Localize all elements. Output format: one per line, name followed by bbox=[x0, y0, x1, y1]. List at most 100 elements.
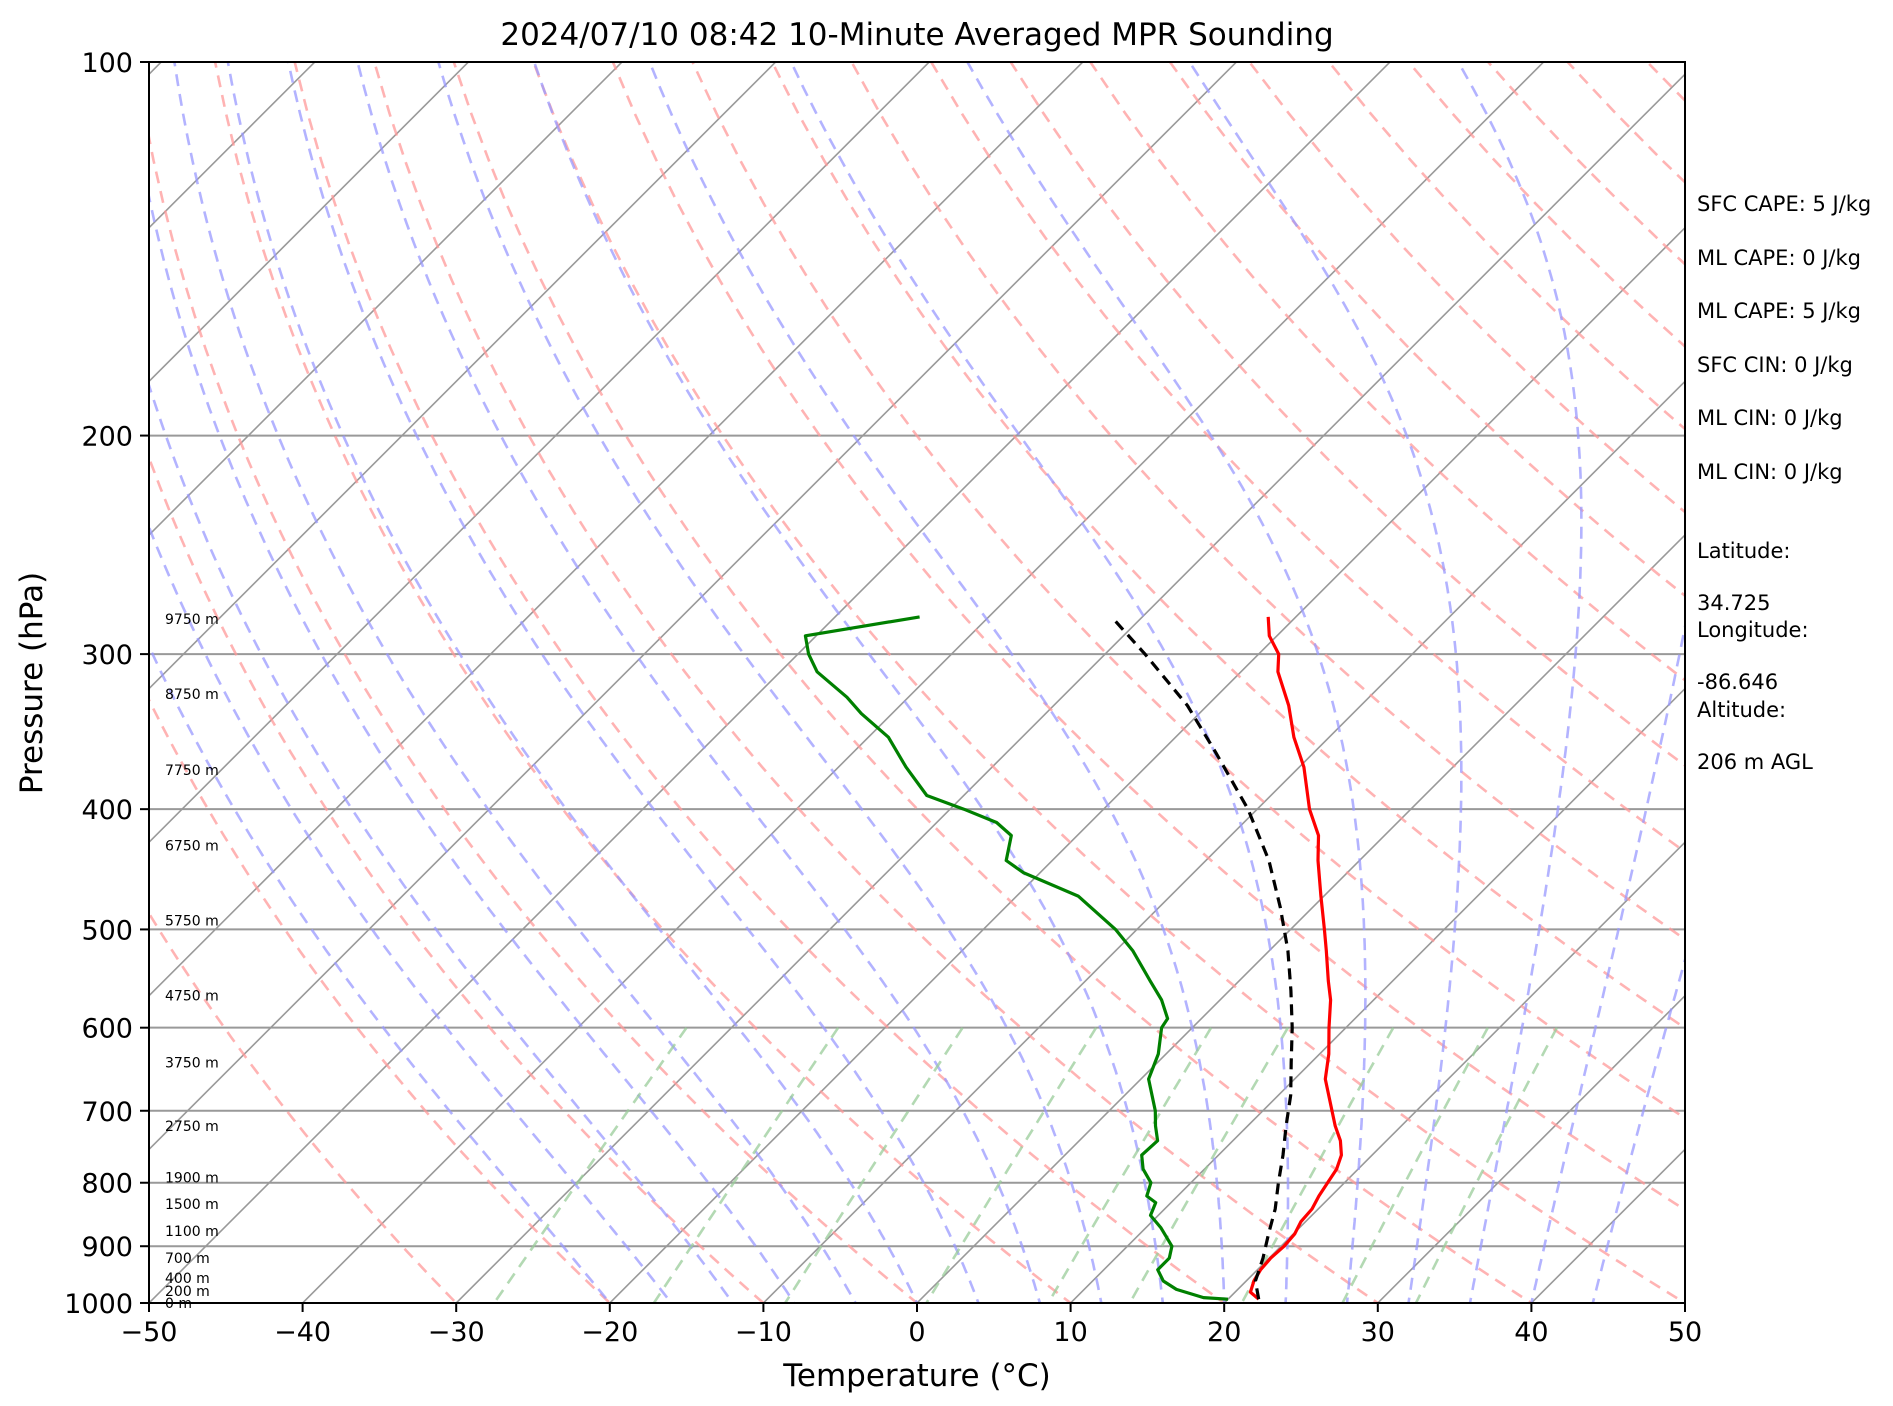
plot-frame bbox=[148, 61, 1686, 1304]
mixing-ratio-line bbox=[1414, 1027, 1559, 1303]
height-label: 5750 m bbox=[165, 914, 219, 930]
x-tick-label: −40 bbox=[274, 1317, 331, 1348]
x-tick-label: −30 bbox=[428, 1317, 485, 1348]
height-label: 200 m bbox=[165, 1284, 210, 1300]
altitude-block: Altitude: 206 m AGL bbox=[1697, 671, 1813, 801]
dry-adiabat-line bbox=[293, 62, 1227, 1303]
x-tick-label: −50 bbox=[121, 1317, 178, 1348]
isotherm-line bbox=[1376, 994, 1685, 1303]
height-label: 4750 m bbox=[165, 988, 219, 1004]
moist-adiabat-line bbox=[648, 62, 1226, 1303]
height-label: 7750 m bbox=[165, 763, 219, 779]
dry-adiabat-line bbox=[770, 62, 1685, 1030]
dewpoint-profile bbox=[803, 615, 1229, 1301]
stat-ml-cin-2: ML CIN: 0 J/kg bbox=[1697, 460, 1843, 484]
x-tick-label: 50 bbox=[1668, 1317, 1702, 1348]
parcel-profile bbox=[1110, 615, 1294, 1300]
moist-adiabat-line bbox=[966, 62, 1367, 1303]
mixing-ratio-line bbox=[652, 1026, 840, 1303]
moist-adiabat-line bbox=[149, 381, 735, 1303]
dry-adiabat-line bbox=[611, 62, 1685, 1212]
y-tick-label: 300 bbox=[81, 640, 133, 671]
y-tick-label: 1000 bbox=[64, 1289, 133, 1320]
mixing-ratio-line bbox=[784, 1026, 964, 1303]
dry-adiabat-line bbox=[373, 62, 1381, 1303]
moist-adiabat-line bbox=[532, 62, 1165, 1303]
longitude-label: Longitude: bbox=[1697, 618, 1809, 642]
moist-adiabat-line bbox=[173, 62, 858, 1303]
dry-adiabat-line bbox=[691, 62, 1685, 1120]
stat-ml-cape-2: ML CAPE: 5 J/kg bbox=[1697, 299, 1862, 323]
y-axis-label: Pressure (hPa) bbox=[14, 572, 50, 794]
moist-adiabat-line bbox=[356, 62, 1042, 1303]
isotherm-line bbox=[149, 62, 316, 229]
y-tick-label: 500 bbox=[81, 915, 133, 946]
isotherm-line bbox=[608, 226, 1685, 1303]
moist-adiabat-line bbox=[1530, 620, 1685, 1303]
mixing-ratio-line bbox=[925, 1027, 1098, 1303]
height-label: 700 m bbox=[165, 1251, 210, 1267]
mixing-ratio-line bbox=[1240, 1027, 1395, 1303]
isotherm-line bbox=[455, 73, 1685, 1303]
longitude-value: -86.646 bbox=[1697, 670, 1779, 694]
y-tick-label: 800 bbox=[81, 1169, 133, 1200]
isotherm-line bbox=[149, 62, 1238, 1151]
altitude-label: Altitude: bbox=[1697, 698, 1787, 722]
chart-title: 2024/07/10 08:42 10-Minute Averaged MPR … bbox=[500, 17, 1333, 53]
isotherm-line bbox=[301, 62, 1545, 1303]
moist-adiabat-line bbox=[1457, 62, 1583, 1303]
x-tick-label: 20 bbox=[1207, 1317, 1241, 1348]
height-label: 1100 m bbox=[165, 1224, 219, 1240]
mixing-ratio-line bbox=[1341, 1027, 1489, 1303]
stat-sfc-cin: SFC CIN: 0 J/kg bbox=[1697, 353, 1853, 377]
isotherm-line bbox=[149, 62, 1392, 1303]
isotherm-line bbox=[149, 62, 931, 844]
dry-adiabat-line bbox=[149, 453, 766, 1303]
height-label: 2750 m bbox=[165, 1119, 219, 1135]
height-label: 3750 m bbox=[165, 1055, 219, 1071]
stat-ml-cin: ML CIN: 0 J/kg bbox=[1697, 406, 1843, 430]
moist-adiabat-line bbox=[437, 62, 1103, 1303]
x-axis-label: Temperature (°C) bbox=[782, 1358, 1051, 1394]
dry-adiabat-line bbox=[149, 130, 920, 1303]
height-label: 9750 m bbox=[165, 612, 219, 628]
y-tick-label: 700 bbox=[81, 1097, 133, 1128]
longitude-block: Longitude: -86.646 bbox=[1697, 591, 1809, 721]
dry-adiabat-line bbox=[1886, 62, 1893, 1329]
moist-adiabat-line bbox=[226, 62, 919, 1303]
stat-ml-cape: ML CAPE: 0 J/kg bbox=[1697, 246, 1862, 270]
isotherm-line bbox=[149, 62, 470, 383]
height-label: 1500 m bbox=[165, 1197, 219, 1213]
isotherm-line bbox=[915, 533, 1685, 1303]
y-tick-label: 400 bbox=[81, 795, 133, 826]
height-label: 400 m bbox=[165, 1271, 210, 1287]
height-label: 8750 m bbox=[165, 687, 219, 703]
moist-adiabat-line bbox=[1188, 62, 1463, 1303]
temperature-profile bbox=[1248, 616, 1343, 1301]
mixing-ratio-line bbox=[1047, 1027, 1213, 1303]
dry-adiabat-line bbox=[149, 910, 459, 1303]
stat-sfc-cape: SFC CAPE: 5 J/kg bbox=[1697, 192, 1872, 216]
isotherm-line bbox=[149, 62, 1084, 997]
x-tick-label: 30 bbox=[1361, 1317, 1395, 1348]
dry-adiabat-line bbox=[532, 62, 1685, 1303]
dry-adiabat-line bbox=[149, 697, 612, 1303]
latitude-block: Latitude: 34.725 bbox=[1697, 512, 1791, 642]
y-tick-label: 100 bbox=[81, 48, 133, 79]
moist-adiabat-line bbox=[287, 62, 980, 1303]
y-tick-label: 900 bbox=[81, 1232, 133, 1263]
dry-adiabat-line bbox=[213, 62, 1073, 1303]
y-tick-label: 600 bbox=[81, 1014, 133, 1045]
moist-adiabat-line bbox=[149, 190, 796, 1303]
moist-adiabat-line bbox=[1591, 955, 1685, 1303]
isotherm-line bbox=[149, 62, 777, 690]
x-tick-label: −20 bbox=[581, 1317, 638, 1348]
moist-adiabat-line bbox=[149, 523, 673, 1303]
mixing-ratio-line bbox=[1128, 1027, 1290, 1303]
altitude-value: 206 m AGL bbox=[1697, 750, 1813, 774]
x-tick-label: 40 bbox=[1514, 1317, 1548, 1348]
isotherm-line bbox=[762, 380, 1685, 1303]
isotherm-line bbox=[1223, 841, 1685, 1303]
x-tick-label: −10 bbox=[735, 1317, 792, 1348]
